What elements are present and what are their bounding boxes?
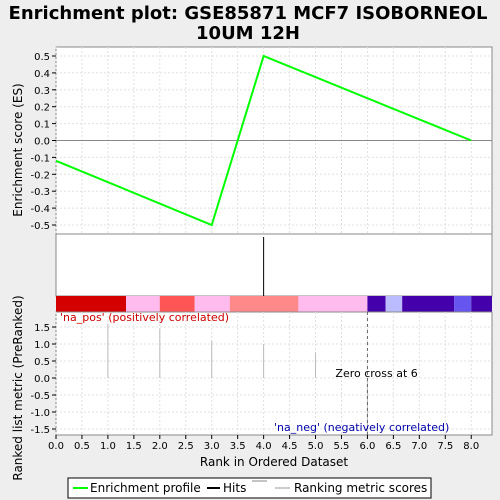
x-tick-label: 5.5: [334, 441, 350, 452]
x-tick-label: 2.0: [152, 441, 168, 452]
chart-title-line1: Enrichment plot: GSE85871 MCF7 ISOBORNEO…: [9, 3, 488, 24]
color-bar-segment: [126, 296, 160, 312]
metric-tick-label: -1.5: [30, 425, 50, 436]
es-tick-label: 0.1: [34, 120, 50, 131]
es-tick-label: -0.1: [30, 153, 50, 164]
hits-plot-area: [55, 233, 493, 297]
metric-grid: [55, 312, 492, 435]
metric-y-axis-label: Ranked list metric (PreRanked): [11, 295, 25, 480]
es-y-axis-label: Enrichment score (ES): [11, 83, 25, 216]
legend: [67, 477, 432, 499]
es-tick-label: -0.2: [30, 170, 50, 181]
color-bar-segment: [402, 296, 455, 312]
color-bar-segment: [194, 296, 230, 312]
color-bar-segment: [454, 296, 472, 312]
metric-y-ticks: 1.5 1.0 0.5 0.0 -0.5 -1.0 -1.5: [30, 323, 56, 436]
metric-tick-label: 1.0: [34, 340, 50, 351]
x-tick-label: 0.0: [48, 441, 64, 452]
ranking-metric-bars: [107, 323, 368, 433]
x-tick-label: 4.0: [256, 441, 272, 452]
es-tick-label: -0.3: [30, 187, 50, 198]
color-bar-segment: [471, 296, 492, 312]
negative-correlation-label: 'na_neg' (negatively correlated): [274, 421, 449, 434]
color-bar-segment: [385, 296, 403, 312]
x-tick-label: 1.5: [126, 441, 142, 452]
metric-tick-label: 1.5: [34, 323, 50, 334]
ranking-color-bar: [56, 296, 492, 312]
x-tick-label: 3.0: [204, 441, 220, 452]
x-axis-label: Rank in Ordered Dataset: [200, 455, 348, 469]
es-y-ticks: 0.5 0.4 0.3 0.2 0.1 0.0 -0.1 -0.2 -0.3 -0.4 -0.5: [30, 52, 56, 232]
x-tick-label: 4.5: [282, 441, 298, 452]
metric-plot-area: [55, 311, 493, 436]
metric-tick-label: -0.5: [30, 391, 50, 402]
zero-cross-label: Zero cross at 6: [335, 367, 417, 380]
color-bar-segment: [298, 296, 368, 312]
es-tick-label: 0.5: [34, 52, 50, 63]
legend-hits: Hits: [223, 481, 246, 495]
x-tick-label: 7.0: [411, 441, 427, 452]
x-axis-ticks: 0.0 0.5 1.0 1.5 2.0 2.5 3.0 3.5 4.0 4.5 5.0 5.5 6.0 6…: [48, 435, 479, 452]
metric-tick-label: 0.0: [34, 374, 50, 385]
x-tick-label: 7.5: [437, 441, 453, 452]
es-tick-label: 0.0: [34, 137, 50, 148]
legend-enrichment-profile: Enrichment profile: [90, 481, 201, 495]
color-bar-segment: [56, 296, 127, 312]
enrichment-profile-line: [55, 54, 472, 227]
es-tick-label: -0.5: [30, 221, 50, 232]
x-tick-label: 0.5: [74, 441, 90, 452]
es-tick-label: 0.4: [34, 69, 50, 80]
x-tick-label: 8.0: [463, 441, 479, 452]
chart-title-line2: 10UM 12H: [196, 23, 300, 44]
color-bar-segment: [367, 296, 386, 312]
x-tick-label: 6.5: [385, 441, 401, 452]
color-bar-segment: [159, 296, 195, 312]
color-bar-segment: [229, 296, 299, 312]
x-tick-label: 6.0: [359, 441, 375, 452]
x-tick-label: 3.5: [230, 441, 246, 452]
es-tick-label: 0.3: [34, 86, 50, 97]
x-tick-label: 5.0: [308, 441, 324, 452]
positive-correlation-label: 'na_pos' (positively correlated): [60, 311, 229, 324]
metric-tick-label: 0.5: [34, 357, 50, 368]
legend-ranking-metric-scores: Ranking metric scores: [294, 481, 427, 495]
es-tick-label: 0.2: [34, 103, 50, 114]
metric-tick-label: -1.0: [30, 408, 50, 419]
x-tick-label: 1.0: [100, 441, 116, 452]
x-tick-label: 2.5: [178, 441, 194, 452]
es-tick-label: -0.4: [30, 204, 50, 215]
